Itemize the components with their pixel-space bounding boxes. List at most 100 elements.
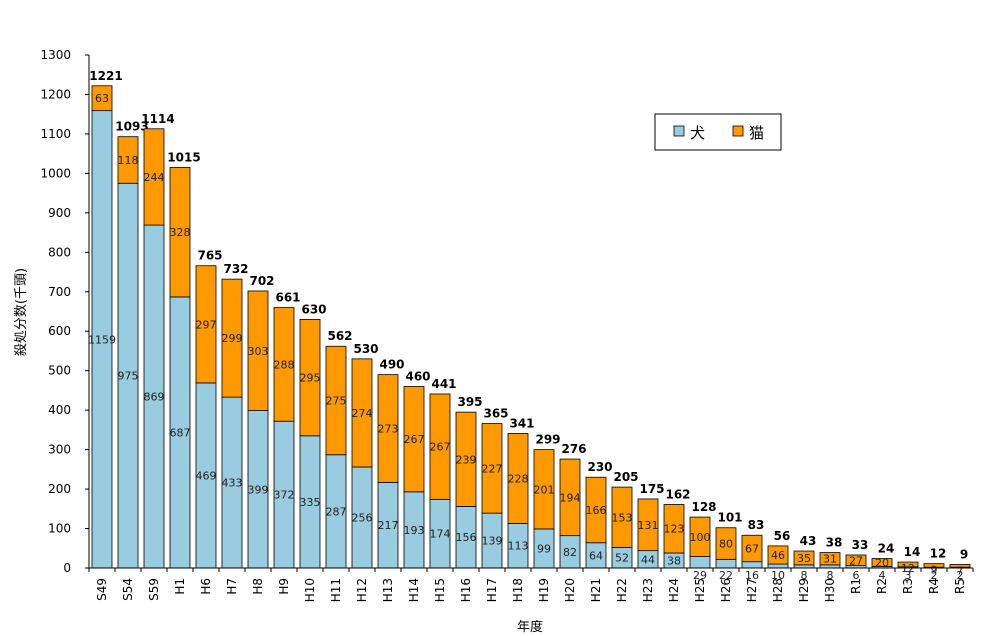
x-tick-label: H15 xyxy=(433,578,447,602)
bar-segment-dog xyxy=(689,556,711,569)
legend-label-dog: 犬 xyxy=(690,124,705,142)
data-label: 8 xyxy=(801,569,808,582)
x-tick-label: H23 xyxy=(641,578,655,602)
x-tick-label: H16 xyxy=(459,578,473,602)
data-label: 52 xyxy=(615,552,629,565)
bar-segment-cat xyxy=(507,433,529,524)
total-label: 128 xyxy=(691,500,716,514)
total-label: 765 xyxy=(197,249,222,263)
x-tick-label: H18 xyxy=(511,578,525,602)
y-tick-label: 1100 xyxy=(40,127,71,141)
y-tick-label: 200 xyxy=(48,482,71,496)
data-label: 217 xyxy=(378,519,399,532)
y-tick-label: 1300 xyxy=(40,48,71,62)
data-label: 228 xyxy=(508,472,529,485)
y-tick-label: 900 xyxy=(48,206,71,220)
x-axis: S49 S54 S59 H1 H6 H7 H8 H9 H10 H11 H12 H13 H14 H15 H16… xyxy=(88,567,974,602)
bar-segment-cat xyxy=(637,498,659,552)
y-tick-label: 300 xyxy=(48,443,71,457)
data-label: 64 xyxy=(589,549,603,562)
data-label: 100 xyxy=(690,531,711,544)
bar-segment-cat xyxy=(611,486,633,548)
data-label: 8 xyxy=(827,569,834,582)
bar-segment-cat xyxy=(91,85,113,112)
data-label: 303 xyxy=(248,345,269,358)
data-label: 299 xyxy=(222,332,243,345)
bar-segment-cat xyxy=(221,278,243,398)
x-tick-label: H7 xyxy=(225,578,239,595)
data-label: 433 xyxy=(222,477,243,490)
bar-segment-cat xyxy=(663,504,685,554)
data-label: 295 xyxy=(300,372,321,385)
x-tick-label: H14 xyxy=(407,578,421,602)
total-label: 205 xyxy=(613,470,638,484)
y-tick-label: 0 xyxy=(63,561,71,575)
data-label: 193 xyxy=(404,524,425,537)
data-label: 63 xyxy=(95,92,109,105)
data-label: 80 xyxy=(719,538,733,551)
total-label: 175 xyxy=(639,482,664,496)
x-tick-label: H22 xyxy=(615,578,629,602)
data-label: 99 xyxy=(537,542,551,555)
bar-segment-dog xyxy=(741,561,763,569)
bar-segment-cat xyxy=(247,290,269,411)
x-tick-label: H21 xyxy=(589,578,603,602)
total-label: 38 xyxy=(826,536,843,550)
data-label: 153 xyxy=(612,511,633,524)
data-label: 118 xyxy=(118,154,139,167)
y-tick-label: 1000 xyxy=(40,166,71,180)
total-label: 14 xyxy=(904,545,921,559)
total-label: 460 xyxy=(405,369,430,383)
total-label: 162 xyxy=(665,487,690,501)
data-label: 123 xyxy=(664,523,685,536)
bar-segment-cat xyxy=(871,558,893,567)
x-tick-label: H28 xyxy=(771,578,785,602)
y-axis-label: 殺処分数(千頭) xyxy=(14,268,29,356)
bar-segment-cat xyxy=(585,476,607,544)
bar-segment-cat xyxy=(897,561,919,568)
data-label: 288 xyxy=(274,358,295,371)
x-tick-label: R5 xyxy=(953,578,967,594)
data-label: 6 xyxy=(853,569,860,582)
legend-swatch-dog xyxy=(673,125,685,137)
data-label: 869 xyxy=(144,391,165,404)
y-tick-label: 700 xyxy=(48,285,71,299)
total-label: 490 xyxy=(379,358,404,372)
data-label: 335 xyxy=(300,496,321,509)
total-label: 101 xyxy=(717,511,742,525)
total-label: 1221 xyxy=(89,69,122,83)
legend-label-cat: 猫 xyxy=(749,124,764,142)
bars: 1159631221975118109386924411146873281015… xyxy=(88,69,971,582)
bar-segment-cat xyxy=(949,564,971,568)
x-tick-label: S54 xyxy=(121,578,135,601)
data-label: 38 xyxy=(667,555,681,568)
data-label: 3 xyxy=(905,569,912,582)
data-label: 273 xyxy=(378,423,399,436)
data-label: 469 xyxy=(196,469,217,482)
x-tick-label: S49 xyxy=(95,578,109,601)
data-label: 67 xyxy=(745,542,759,555)
total-label: 1093 xyxy=(115,120,148,134)
x-tick-label: H17 xyxy=(485,578,499,602)
total-label: 276 xyxy=(561,442,586,456)
data-label: 82 xyxy=(563,546,577,559)
data-label: 174 xyxy=(430,528,451,541)
data-label: 297 xyxy=(196,318,217,331)
bar-segment-cat xyxy=(767,545,789,565)
data-label: 287 xyxy=(326,505,347,518)
total-label: 562 xyxy=(327,329,352,343)
bar-segment-cat xyxy=(741,534,763,563)
total-label: 365 xyxy=(483,407,508,421)
x-tick-label: H9 xyxy=(277,578,291,595)
data-label: 46 xyxy=(771,549,785,562)
total-label: 441 xyxy=(431,377,456,391)
bar-segment-cat xyxy=(351,358,373,468)
total-label: 1015 xyxy=(167,150,200,164)
total-label: 299 xyxy=(535,433,560,447)
y-tick-label: 600 xyxy=(48,324,71,338)
data-label: 267 xyxy=(404,433,425,446)
data-label: 31 xyxy=(823,553,837,566)
total-label: 661 xyxy=(275,291,300,305)
y-tick-label: 500 xyxy=(48,364,71,378)
x-tick-label: S59 xyxy=(147,578,161,601)
